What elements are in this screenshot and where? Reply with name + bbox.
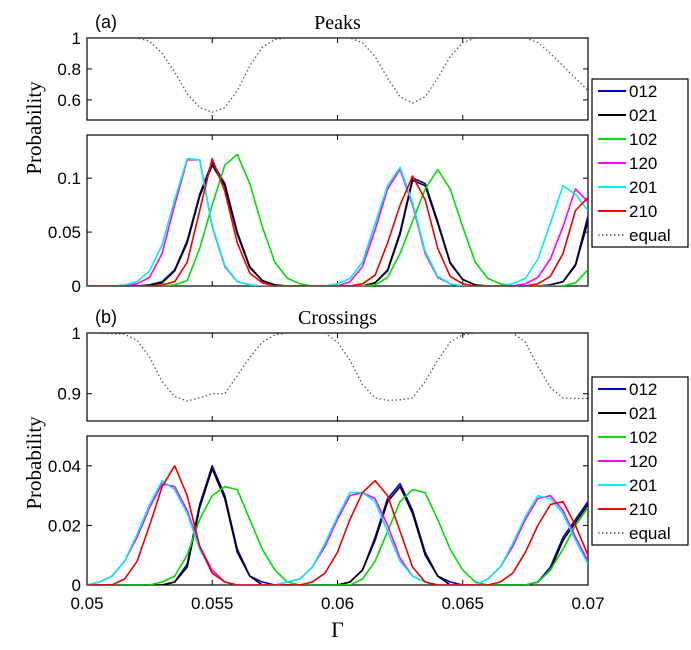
x-axis-label: Γ xyxy=(331,617,344,642)
y-tick-label: 0.6 xyxy=(57,91,81,110)
legend-label-102: 102 xyxy=(629,130,657,149)
x-tick-label: 0.05 xyxy=(70,594,103,613)
legend-label-equal: equal xyxy=(629,226,671,245)
series-group-a-top xyxy=(87,38,588,113)
series-line-210 xyxy=(87,465,588,585)
panel-title: Crossings xyxy=(298,307,377,329)
series-line-102 xyxy=(87,485,588,585)
y-axis-label: Probability xyxy=(22,81,46,175)
y-axis-label: Probability xyxy=(22,416,46,510)
axes-frame-b-top xyxy=(86,332,589,422)
legend-label-021: 021 xyxy=(629,106,657,125)
legend-label-201: 201 xyxy=(629,178,657,197)
legend-label-012: 012 xyxy=(629,82,657,101)
series-line-210 xyxy=(87,157,588,286)
y-tick-label: 0 xyxy=(72,277,81,296)
legend-box xyxy=(591,376,689,546)
x-tick-label: 0.07 xyxy=(571,594,604,613)
x-tick-label: 0.06 xyxy=(321,594,354,613)
y-tick-label: 1 xyxy=(72,324,81,343)
y-tick-label: 0.04 xyxy=(48,457,81,476)
x-tick-label: 0.055 xyxy=(191,594,234,613)
y-tick-label: 0.1 xyxy=(57,169,81,188)
legend-label-021: 021 xyxy=(629,404,657,423)
series-line-120 xyxy=(87,159,588,286)
series-line-120 xyxy=(87,482,588,585)
axes-frame-b-bottom xyxy=(86,435,589,586)
axis-text: 0.60.81Peaks(a)00.050.10.91Crossings(b)0… xyxy=(22,12,605,642)
data-lines xyxy=(87,38,588,585)
series-group-b-bottom xyxy=(87,465,588,585)
legend-label-102: 102 xyxy=(629,428,657,447)
panel-label: (a) xyxy=(95,12,117,32)
x-tick-label: 0.065 xyxy=(441,594,484,613)
legend-label-210: 210 xyxy=(629,202,657,221)
legend-label-201: 201 xyxy=(629,476,657,495)
series-line-201 xyxy=(87,479,588,585)
y-tick-label: 0.9 xyxy=(57,385,81,404)
series-line-equal xyxy=(87,333,588,402)
series-line-201 xyxy=(87,157,588,286)
series-group-b-top xyxy=(87,333,588,402)
legend-label-equal: equal xyxy=(629,524,671,543)
series-group-a-bottom xyxy=(87,153,588,286)
legend-label-120: 120 xyxy=(629,154,657,173)
legend-label-120: 120 xyxy=(629,452,657,471)
axes-frames xyxy=(86,37,589,586)
y-tick-label: 0 xyxy=(72,576,81,595)
legend-label-012: 012 xyxy=(629,380,657,399)
panel-label: (b) xyxy=(95,307,117,327)
legend-label-210: 210 xyxy=(629,500,657,519)
axes-frame-a-top xyxy=(86,37,589,121)
series-line-021 xyxy=(87,164,588,286)
y-tick-label: 1 xyxy=(72,29,81,48)
series-line-equal xyxy=(87,38,588,113)
y-tick-label: 0.05 xyxy=(48,223,81,242)
panel-title: Peaks xyxy=(314,12,361,34)
y-tick-label: 0.8 xyxy=(57,60,81,79)
y-tick-label: 0.02 xyxy=(48,516,81,535)
legends: 012 021 102 120 201 210 equal 012 021 102 120 201 21… xyxy=(591,78,689,546)
axes-frame-a-bottom xyxy=(86,134,589,287)
